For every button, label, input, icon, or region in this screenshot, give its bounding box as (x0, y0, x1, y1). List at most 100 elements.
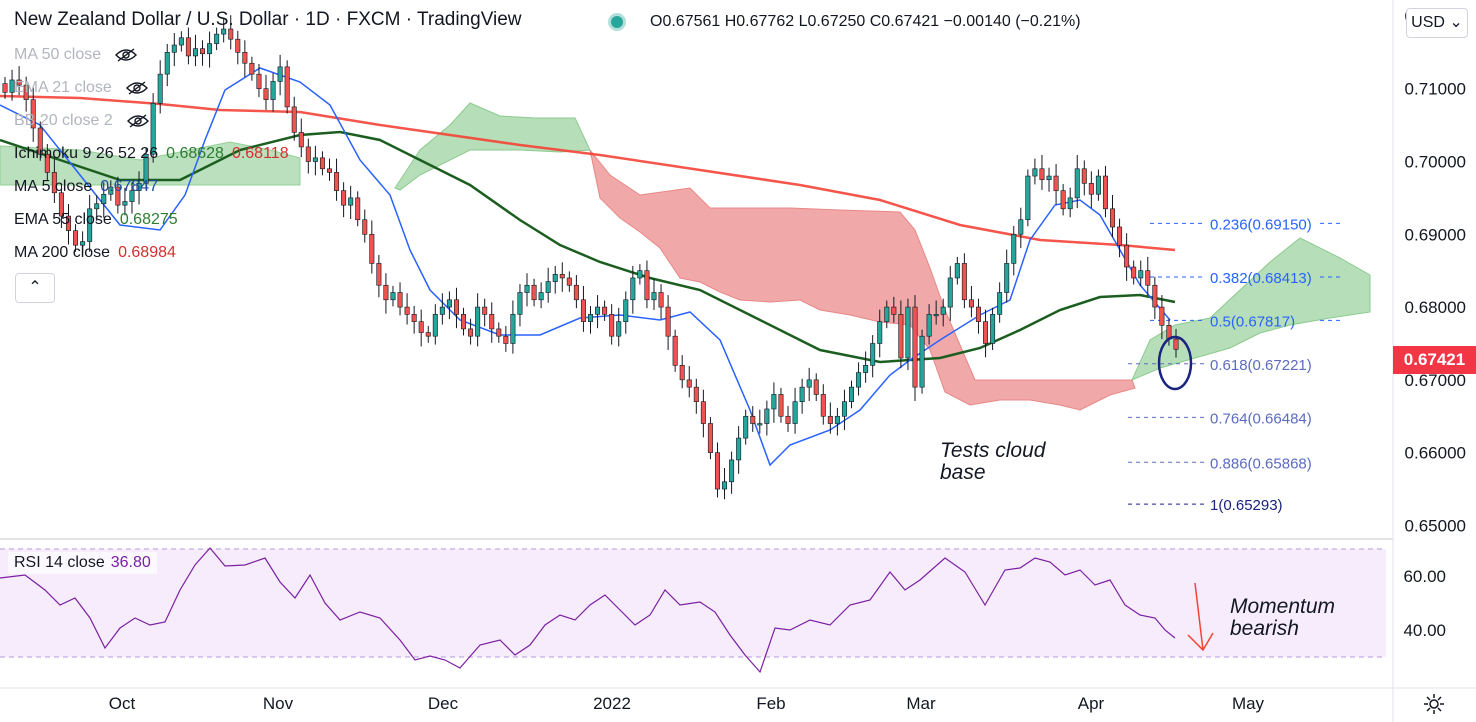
candle[interactable] (602, 300, 608, 321)
candle[interactable] (411, 305, 417, 334)
candle[interactable] (432, 304, 438, 345)
candle[interactable] (129, 182, 135, 214)
candle[interactable] (1131, 260, 1137, 285)
candle[interactable] (1074, 154, 1080, 209)
candle[interactable] (954, 256, 960, 285)
candle[interactable] (997, 282, 1003, 323)
candle[interactable] (235, 30, 241, 65)
candle[interactable] (764, 400, 770, 436)
candle[interactable] (510, 300, 516, 354)
candle[interactable] (595, 295, 601, 329)
candle[interactable] (863, 351, 869, 383)
candle[interactable] (1018, 207, 1024, 249)
candle[interactable] (1117, 218, 1123, 258)
candle[interactable] (968, 285, 974, 318)
candle[interactable] (1011, 225, 1017, 276)
legend-ma-50-close[interactable]: MA 50 close (8, 44, 143, 66)
candle[interactable] (1152, 276, 1158, 320)
candle[interactable] (171, 33, 177, 67)
candle[interactable] (348, 185, 354, 219)
candle[interactable] (616, 307, 622, 347)
collapse-legend-button[interactable]: ⌃ (15, 273, 55, 303)
candle[interactable] (841, 389, 847, 431)
candle[interactable] (771, 382, 777, 423)
candle[interactable] (517, 284, 523, 327)
candle[interactable] (891, 296, 897, 323)
candle[interactable] (757, 409, 763, 434)
candle[interactable] (623, 291, 629, 334)
candle[interactable] (1138, 260, 1144, 287)
candle[interactable] (743, 409, 749, 445)
candle[interactable] (778, 387, 784, 423)
candle[interactable] (1124, 233, 1130, 281)
candle[interactable] (397, 282, 403, 316)
candle[interactable] (587, 305, 593, 334)
candle[interactable] (884, 300, 890, 329)
candle[interactable] (1025, 169, 1031, 227)
candle[interactable] (136, 171, 142, 205)
candle[interactable] (792, 387, 798, 434)
candle[interactable] (1032, 158, 1038, 185)
candle[interactable] (58, 184, 64, 229)
candle[interactable] (305, 138, 311, 174)
candle[interactable] (164, 43, 170, 87)
candle[interactable] (468, 318, 474, 345)
momentum-arrow[interactable] (1187, 582, 1214, 652)
candle[interactable] (983, 309, 989, 358)
candle[interactable] (990, 307, 996, 351)
candle[interactable] (1102, 165, 1108, 218)
candle[interactable] (390, 285, 396, 307)
candle[interactable] (912, 295, 918, 401)
candle[interactable] (1053, 164, 1059, 205)
candle[interactable] (277, 54, 283, 96)
chart-title[interactable]: New Zealand Dollar / U.S. Dollar · 1D · … (14, 9, 522, 30)
candle[interactable] (1145, 256, 1151, 296)
candle[interactable] (799, 378, 805, 414)
candle[interactable] (461, 307, 467, 336)
candle[interactable] (122, 187, 128, 216)
candle[interactable] (221, 18, 227, 43)
candle[interactable] (16, 66, 22, 96)
candle[interactable] (644, 260, 650, 309)
candle[interactable] (143, 147, 149, 190)
candle[interactable] (1060, 184, 1066, 216)
legend-ema-55-close[interactable]: EMA 55 close 0.68275 (8, 209, 184, 231)
candle[interactable] (813, 373, 819, 401)
cloud-annotation[interactable]: Tests cloud base (940, 439, 1046, 484)
candle[interactable] (242, 40, 248, 78)
candle[interactable] (658, 284, 664, 320)
highlight-ellipse[interactable] (1157, 335, 1193, 391)
candle[interactable] (1173, 328, 1179, 358)
candle[interactable] (312, 145, 318, 176)
candle[interactable] (834, 407, 840, 436)
eye-hidden-icon[interactable] (113, 112, 149, 129)
candle[interactable] (178, 31, 184, 52)
candle[interactable] (919, 329, 925, 394)
candle[interactable] (707, 416, 713, 460)
candle[interactable] (877, 309, 883, 358)
legend-ichimoku-9-26-52-26[interactable]: Ichimoku 9 26 52 26 0.68628 0.68118 (8, 143, 295, 165)
candle[interactable] (108, 180, 114, 201)
candle[interactable] (524, 273, 530, 307)
candle[interactable] (51, 158, 57, 203)
candle[interactable] (80, 231, 86, 254)
currency-button[interactable]: USD ⌄ (1406, 8, 1468, 38)
candle[interactable] (37, 121, 43, 161)
candle[interactable] (87, 194, 93, 252)
candle[interactable] (30, 87, 36, 142)
candle[interactable] (1067, 187, 1073, 218)
settings-gear-icon[interactable] (1422, 692, 1446, 716)
candle[interactable] (630, 265, 636, 314)
candle[interactable] (961, 253, 967, 309)
candle[interactable] (150, 93, 156, 163)
candle[interactable] (714, 442, 720, 498)
candle[interactable] (228, 15, 234, 50)
candle[interactable] (785, 406, 791, 432)
candle[interactable] (404, 293, 410, 325)
candle[interactable] (270, 73, 276, 112)
candle[interactable] (214, 27, 220, 51)
candle[interactable] (23, 76, 29, 112)
candle[interactable] (200, 40, 206, 66)
candle[interactable] (425, 326, 431, 343)
